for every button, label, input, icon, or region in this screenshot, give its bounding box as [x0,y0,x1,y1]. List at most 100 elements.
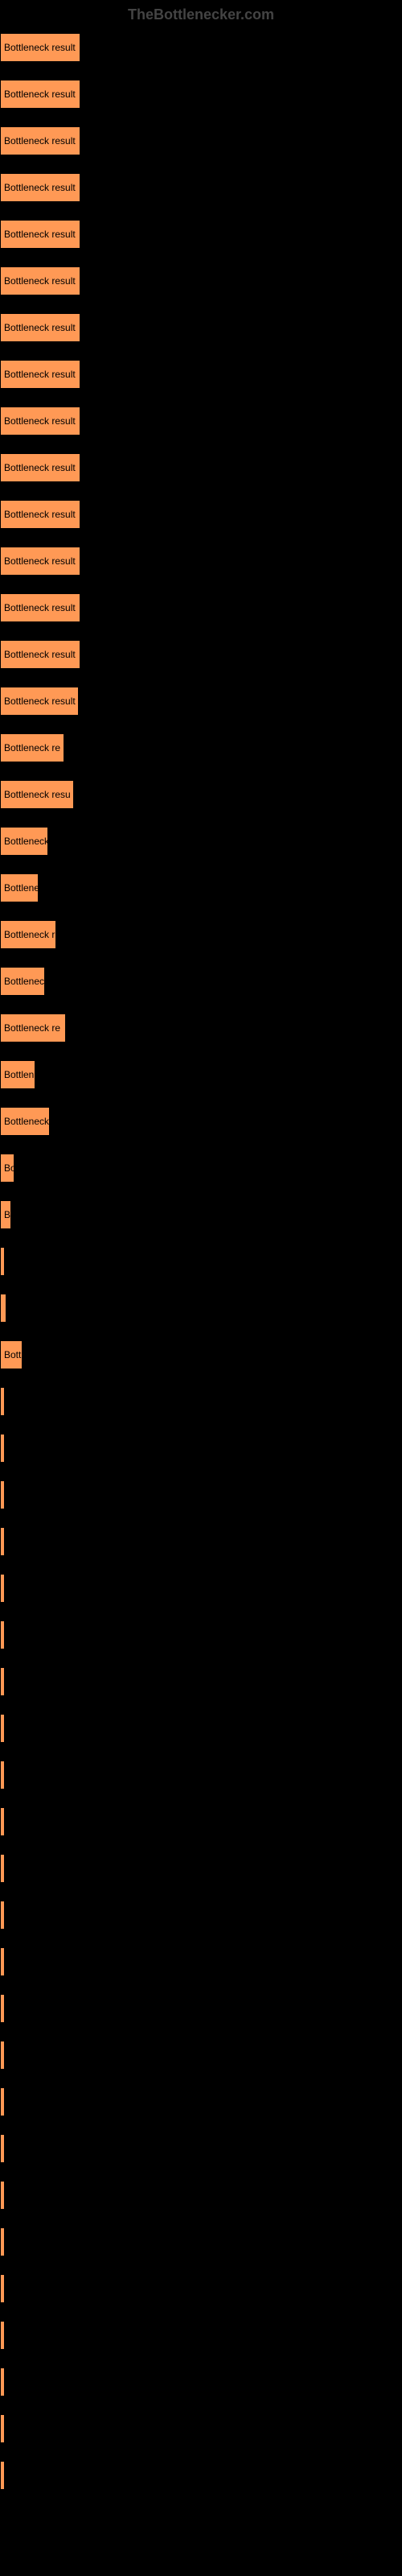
bar: Bottleneck result [0,126,80,155]
bar: Bottleneck result [0,453,80,482]
bar-row [0,2181,402,2216]
bar: Bott [0,1340,23,1369]
bar-label: Bottlene [4,882,39,894]
bar: Bottleneck re [0,1013,66,1042]
bar-label: B [4,1209,10,1220]
bar-row [0,1854,402,1889]
bar-row: Bottleneck result [0,80,402,115]
bar-row [0,1947,402,1983]
bar [0,1620,5,1649]
bar-row [0,2274,402,2310]
bar-label: Bottleneck result [4,462,76,473]
bar [0,2461,5,2490]
bar-label: Bottleneck result [4,555,76,567]
bar-label: Bottleneck result [4,275,76,287]
bar [0,2368,5,2396]
bar: Bottleneck r [0,920,56,949]
bar-label: Bottleneck result [4,696,76,707]
bar-row: Bottleneck r [0,920,402,956]
bar [0,1901,5,1930]
bar [0,1947,5,1976]
bar-label: Bottleneck result [4,415,76,427]
bar: Bottleneck result [0,360,80,389]
bar-row [0,1994,402,2029]
bar [0,2181,5,2210]
bar-row: Bottleneck [0,1107,402,1142]
bar-row: Bottleneck result [0,407,402,442]
bar [0,1854,5,1883]
bar-label: Bottleneck result [4,182,76,193]
bar-row [0,1527,402,1563]
bar-row: Bottleneck result [0,593,402,629]
bar [0,2041,5,2070]
bar-row: Bottleneck result [0,126,402,162]
bar-row: Bottlen [0,1060,402,1096]
bar: Bottleneck [0,1107,50,1136]
bar-row: Bottleneck [0,827,402,862]
bar-label: Bottleneck [4,1116,49,1127]
bar [0,1574,5,1603]
bar-row [0,1714,402,1749]
bar [0,1480,5,1509]
bar-row [0,2368,402,2403]
bar [0,1434,5,1463]
bar-label: Bottleneck result [4,42,76,53]
bar-row [0,1434,402,1469]
bar: Bottleneck result [0,407,80,436]
bar [0,2087,5,2116]
bar-row [0,1620,402,1656]
bar-row [0,2041,402,2076]
bar: Bottleneck result [0,173,80,202]
bar-label: Bottleneck result [4,322,76,333]
bar-label: Bottleneck result [4,229,76,240]
bar [0,2321,5,2350]
bar-label: Bo [4,1162,14,1174]
bar: Bottleneck result [0,33,80,62]
bar-label: Bottlenec [4,976,44,987]
bar [0,1667,5,1696]
bar: Bottleneck result [0,80,80,109]
bar-label: Bottleneck result [4,135,76,147]
bar-row: Bottlene [0,873,402,909]
bar: Bottleneck result [0,500,80,529]
bar-row [0,1574,402,1609]
bar-label: Bottlen [4,1069,34,1080]
bar [0,1387,5,1416]
bar-row [0,2321,402,2356]
bar-row: Bott [0,1340,402,1376]
bar [0,2414,5,2443]
bar: Bottleneck result [0,313,80,342]
bar: Bo [0,1154,14,1183]
bar-row: Bottleneck result [0,33,402,68]
bar [0,1247,5,1276]
bar-row [0,1901,402,1936]
bar: Bottlen [0,1060,35,1089]
bar-label: Bottleneck result [4,89,76,100]
bar-row: B [0,1200,402,1236]
bar: Bottleneck re [0,733,64,762]
bar: Bottlene [0,873,39,902]
bar [0,2227,5,2256]
bar-row [0,1667,402,1703]
bar-row [0,2414,402,2450]
bar-row [0,1294,402,1329]
bar: Bottleneck result [0,593,80,622]
bar-label: Bottleneck result [4,649,76,660]
bar-label: Bottleneck re [4,1022,60,1034]
bar [0,1761,5,1790]
bar-label: Bottleneck r [4,929,55,940]
bar-chart: Bottleneck result Bottleneck result Bottle… [0,33,402,2524]
bar-label: Bottleneck result [4,602,76,613]
bar [0,1807,5,1836]
bar-row: Bottleneck result [0,266,402,302]
bar: B [0,1200,11,1229]
bar-row: Bottleneck result [0,547,402,582]
bar-row [0,1807,402,1843]
bar-label: Bottleneck re [4,742,60,753]
bar-row [0,1387,402,1422]
bar: Bottleneck [0,827,48,856]
bar-row: Bottleneck result [0,453,402,489]
bar-row: Bottleneck re [0,733,402,769]
bar-row [0,1480,402,1516]
bar-row: Bottleneck result [0,173,402,208]
